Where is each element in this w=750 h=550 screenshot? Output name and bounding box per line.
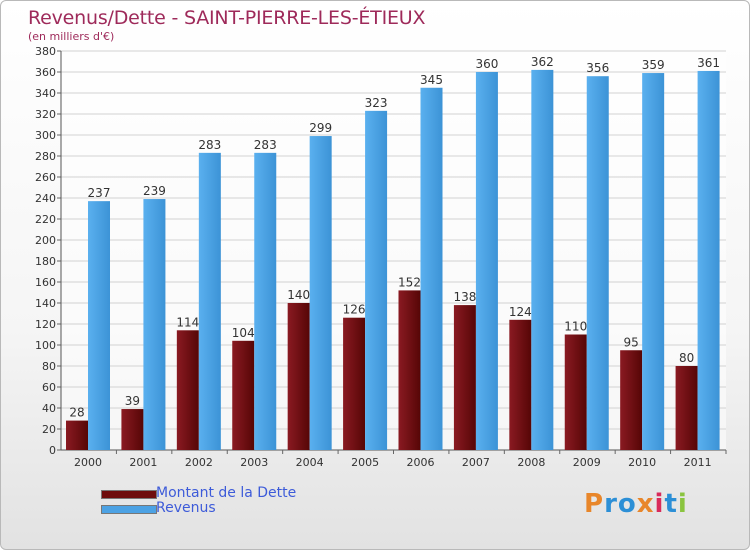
y-tick-label: 120: [35, 318, 56, 331]
data-label-revenus: 361: [697, 56, 720, 70]
y-tick-label: 80: [42, 360, 56, 373]
bar-revenus: [475, 72, 498, 450]
logo-letter: P: [584, 489, 605, 519]
bar-dette: [343, 317, 366, 450]
data-label-revenus: 237: [88, 186, 111, 200]
y-tick-label: 260: [35, 171, 56, 184]
proxiti-logo: Proxiti: [584, 489, 688, 519]
legend-label-revenus: Revenus: [156, 500, 216, 516]
x-tick-label: 2003: [240, 456, 268, 469]
bar-dette: [675, 366, 698, 450]
y-tick-label: 300: [35, 129, 56, 142]
y-tick-label: 0: [49, 444, 56, 457]
logo-letter: o: [617, 489, 637, 519]
y-tick-label: 200: [35, 234, 56, 247]
bar-revenus: [420, 87, 443, 450]
y-tick-label: 40: [42, 402, 56, 415]
logo-letter: t: [664, 489, 678, 519]
y-tick-label: 140: [35, 297, 56, 310]
x-tick-label: 2010: [628, 456, 656, 469]
data-label-dette: 152: [398, 275, 421, 289]
bar-revenus: [642, 73, 665, 451]
bar-dette: [620, 350, 643, 450]
bar-dette: [509, 319, 532, 450]
data-label-dette: 80: [679, 351, 694, 365]
y-tick-label: 360: [35, 66, 56, 79]
bar-revenus: [254, 152, 277, 450]
bar-dette: [66, 420, 88, 450]
y-tick-label: 220: [35, 213, 56, 226]
bar-revenus: [143, 199, 166, 450]
y-tick-label: 60: [42, 381, 56, 394]
x-tick-label: 2006: [407, 456, 435, 469]
data-label-dette: 140: [287, 288, 310, 302]
y-tick-label: 280: [35, 150, 56, 163]
y-tick-label: 340: [35, 87, 56, 100]
data-label-dette: 28: [69, 406, 84, 420]
x-tick-label: 2000: [74, 456, 102, 469]
bar-revenus: [198, 152, 221, 450]
data-label-dette: 110: [564, 320, 587, 334]
y-tick-label: 380: [35, 45, 56, 58]
bar-dette: [287, 303, 310, 450]
data-label-revenus: 283: [254, 138, 277, 152]
data-label-revenus: 362: [531, 55, 554, 69]
data-label-dette: 95: [624, 335, 639, 349]
y-tick-label: 320: [35, 108, 56, 121]
y-tick-label: 20: [42, 423, 56, 436]
data-label-revenus: 345: [420, 73, 443, 87]
x-tick-label: 2002: [185, 456, 213, 469]
bar-dette: [232, 340, 255, 450]
x-tick-label: 2008: [517, 456, 545, 469]
bar-dette: [453, 305, 476, 450]
legend-swatch-revenus: [101, 505, 157, 514]
logo-letter: i: [677, 489, 688, 519]
bar-revenus: [88, 201, 110, 450]
y-tick-label: 100: [35, 339, 56, 352]
logo-letter: i: [654, 489, 665, 519]
bar-revenus: [586, 76, 609, 450]
data-label-revenus: 239: [143, 184, 166, 198]
bar-revenus: [697, 70, 720, 450]
y-tick-label: 180: [35, 255, 56, 268]
data-label-dette: 39: [125, 394, 140, 408]
data-label-dette: 114: [176, 315, 199, 329]
logo-letter: r: [604, 489, 618, 519]
data-label-revenus: 359: [642, 58, 665, 72]
bar-revenus: [365, 110, 388, 450]
data-label-revenus: 356: [586, 61, 609, 75]
chart-title: Revenus/Dette - SAINT-PIERRE-LES-ÉTIEUX: [28, 7, 426, 29]
y-tick-label: 160: [35, 276, 56, 289]
x-tick-label: 2007: [462, 456, 490, 469]
bar-dette: [176, 330, 199, 450]
data-label-revenus: 360: [475, 57, 498, 71]
legend-swatch-dette: [101, 490, 157, 499]
x-tick-label: 2004: [296, 456, 324, 469]
data-label-dette: 104: [232, 326, 255, 340]
bar-dette: [564, 334, 587, 450]
x-tick-label: 2005: [351, 456, 379, 469]
data-label-dette: 138: [453, 290, 476, 304]
chart-subtitle: (en milliers d'€): [28, 30, 115, 43]
data-label-revenus: 283: [198, 138, 221, 152]
logo-letter: x: [636, 489, 655, 519]
data-label-revenus: 323: [365, 96, 388, 110]
bar-dette: [398, 290, 421, 450]
bar-revenus: [531, 69, 554, 451]
x-tick-label: 2011: [684, 456, 712, 469]
data-label-dette: 126: [343, 303, 366, 317]
y-tick-label: 240: [35, 192, 56, 205]
legend-label-dette: Montant de la Dette: [156, 485, 297, 501]
plot-area: [61, 51, 726, 450]
x-tick-label: 2001: [129, 456, 157, 469]
x-tick-label: 2009: [573, 456, 601, 469]
data-label-revenus: 299: [309, 121, 332, 135]
bar-dette: [121, 409, 144, 450]
bar-revenus: [309, 136, 332, 451]
data-label-dette: 124: [509, 305, 532, 319]
